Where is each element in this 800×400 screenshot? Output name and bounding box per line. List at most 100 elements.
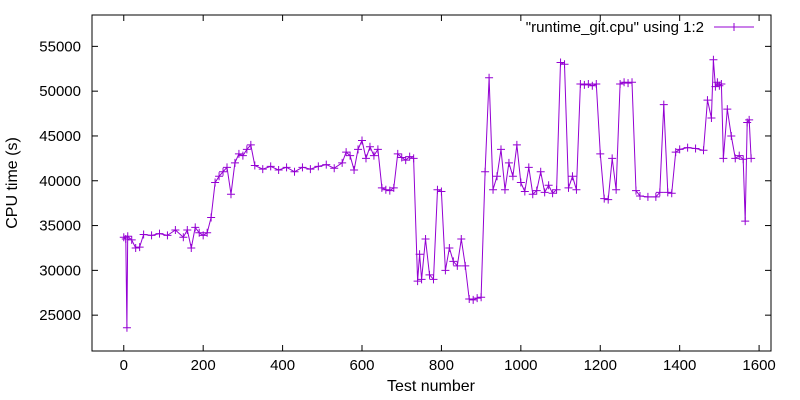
data-point	[715, 81, 724, 90]
data-point	[179, 233, 188, 242]
data-point	[171, 226, 180, 235]
data-point	[230, 158, 239, 167]
data-point	[496, 145, 505, 154]
tick-marks	[92, 15, 771, 351]
data-point	[306, 165, 315, 174]
data-point	[612, 185, 621, 194]
data-point	[576, 79, 585, 88]
data-point	[453, 261, 462, 270]
data-point	[564, 183, 573, 192]
data-point	[691, 144, 700, 153]
data-point	[139, 230, 148, 239]
data-point	[709, 55, 718, 64]
data-point	[540, 188, 549, 197]
data-point	[437, 187, 446, 196]
data-point	[727, 131, 736, 140]
data-point	[596, 149, 605, 158]
data-point	[489, 185, 498, 194]
data-point	[421, 235, 430, 243]
data-point	[350, 166, 359, 175]
data-point	[713, 78, 722, 87]
data-point	[600, 194, 609, 203]
data-point	[624, 79, 633, 88]
data-point	[226, 190, 235, 199]
data-point	[409, 154, 418, 163]
data-point	[127, 235, 136, 244]
data-point	[572, 185, 581, 194]
data-point	[500, 185, 509, 194]
data-point	[568, 172, 577, 181]
data-point	[381, 185, 390, 194]
data-point	[298, 163, 307, 172]
data-point	[469, 295, 478, 304]
data-point	[131, 243, 140, 252]
data-point	[238, 151, 247, 160]
data-point	[274, 166, 283, 175]
data-point	[699, 146, 708, 155]
data-point	[405, 152, 414, 161]
data-point	[548, 189, 557, 198]
data-point	[223, 163, 232, 172]
data-point	[338, 158, 347, 167]
data-point	[433, 185, 442, 194]
data-point	[620, 78, 629, 87]
data-point	[643, 192, 652, 201]
x-axis-label: Test number	[387, 378, 476, 395]
data-point	[703, 96, 712, 105]
x-tick-label: 1600	[742, 357, 775, 374]
data-point	[683, 143, 692, 152]
data-point	[413, 277, 422, 286]
data-point	[560, 60, 569, 69]
data-point	[512, 140, 521, 149]
data-point	[556, 58, 565, 67]
data-point	[580, 80, 589, 89]
data-point	[354, 145, 363, 154]
data-point	[365, 142, 374, 151]
data-point	[675, 145, 684, 154]
data-point	[635, 191, 644, 200]
x-tick-label: 1200	[584, 357, 617, 374]
data-point	[415, 250, 424, 259]
data-point	[215, 172, 224, 181]
data-point	[739, 155, 748, 164]
data-point	[203, 228, 212, 237]
legend-label: "runtime_git.cpu" using 1:2	[526, 19, 704, 36]
data-point	[187, 243, 196, 252]
y-tick-label: 35000	[39, 218, 81, 235]
data-point	[508, 172, 517, 181]
data-point	[290, 167, 299, 176]
data-point	[361, 154, 370, 163]
data-point	[651, 192, 660, 201]
series-line-0	[123, 59, 752, 328]
x-tick-label: 1000	[504, 357, 537, 374]
data-point	[628, 78, 637, 87]
data-point	[449, 257, 458, 266]
data-point	[457, 235, 466, 243]
data-point	[369, 151, 378, 160]
data-point	[659, 100, 668, 109]
data-point	[465, 295, 474, 304]
data-point	[242, 145, 251, 154]
data-point	[358, 136, 367, 145]
data-point	[234, 149, 243, 158]
tick-labels: 0 200 400 600 800 1000 1200 1400 1600 25000 30000 3…	[39, 38, 775, 374]
x-tick-label: 1400	[663, 357, 696, 374]
data-point	[473, 294, 482, 303]
data-point	[493, 172, 502, 181]
x-tick-label: 0	[120, 357, 128, 374]
y-tick-label: 50000	[39, 83, 81, 100]
data-point	[314, 162, 323, 171]
data-point	[536, 167, 545, 176]
data-point	[592, 79, 601, 88]
data-point	[481, 167, 490, 176]
data-point	[258, 165, 267, 174]
data-point	[588, 81, 597, 90]
data-point	[747, 154, 756, 163]
data-point	[707, 114, 716, 123]
data-point	[516, 178, 525, 187]
x-tick-label: 400	[270, 357, 295, 374]
series-group	[119, 55, 756, 332]
data-point	[119, 233, 128, 242]
data-point	[266, 162, 275, 171]
data-point	[485, 73, 494, 82]
